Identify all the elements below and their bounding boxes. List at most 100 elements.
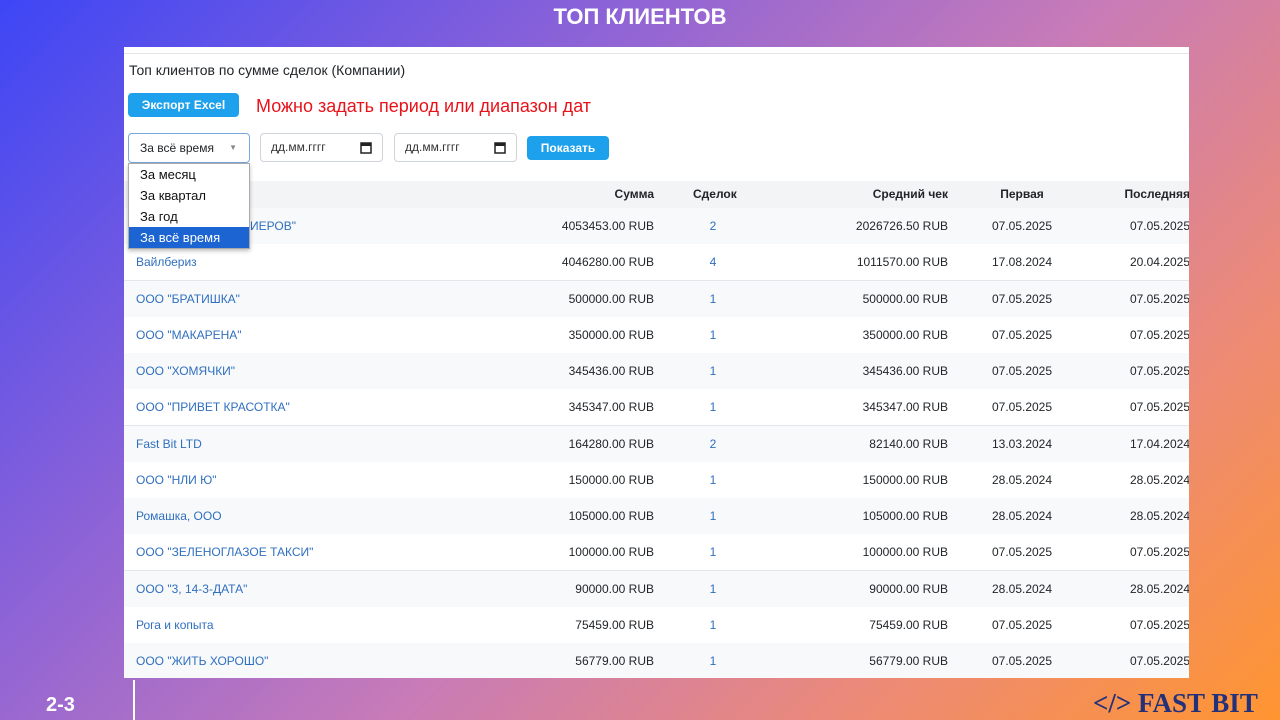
client-link[interactable]: ООО "ПРИВЕТ КРАСОТКА" bbox=[136, 400, 290, 415]
client-link[interactable]: ООО "ЖИТЬ ХОРОШО" bbox=[136, 654, 269, 668]
deals-link[interactable]: 1 bbox=[709, 509, 717, 523]
table-cell: 4046280.00 RUB bbox=[561, 255, 654, 270]
deals-link[interactable]: 4 bbox=[709, 255, 717, 270]
period-select[interactable]: За всё время ▼ bbox=[128, 133, 250, 163]
table-cell: 75459.00 RUB bbox=[869, 617, 948, 632]
table-cell: 500000.00 RUB bbox=[568, 291, 654, 306]
table-row: ООО "НЛИ Ю" 150000.00 RUB 1 150000.00 RUB 28… bbox=[124, 461, 1189, 499]
select-value: За всё время bbox=[140, 141, 214, 155]
table-cell: 07.05.2025 bbox=[1129, 617, 1189, 632]
client-link[interactable]: Fast Bit LTD bbox=[136, 436, 202, 451]
table-cell: 07.05.2025 bbox=[1129, 291, 1189, 306]
date-from-input[interactable]: дд.мм.гггг bbox=[260, 133, 383, 162]
table-cell: 345436.00 RUB bbox=[568, 364, 654, 378]
table-header: Сумма Сделок Средний чек Первая Последняя bbox=[124, 181, 1189, 209]
table-cell: 28.05.2024 bbox=[1129, 509, 1189, 523]
table-cell: 75459.00 RUB bbox=[575, 617, 654, 632]
table-cell: 28.05.2024 bbox=[991, 472, 1053, 487]
client-link[interactable]: ООО "МАКАРЕНА" bbox=[136, 327, 242, 342]
table-cell: 07.05.2025 bbox=[991, 617, 1053, 632]
table-cell: 150000.00 RUB bbox=[862, 472, 948, 487]
deals-link[interactable]: 1 bbox=[709, 400, 717, 415]
table-row: ООО "ПРИВЕТ КРАСОТКА" 345347.00 RUB 1 34534… bbox=[124, 389, 1189, 427]
deals-link[interactable]: 1 bbox=[709, 327, 717, 342]
table-cell: 90000.00 RUB bbox=[869, 581, 948, 596]
table-cell: 105000.00 RUB bbox=[568, 509, 654, 523]
table-cell: 07.05.2025 bbox=[1129, 364, 1189, 378]
client-link[interactable]: ИЕРОВ" bbox=[250, 219, 296, 233]
table-row: ООО "ЖИТЬ ХОРОШО" 56779.00 RUB 1 56779.00 R… bbox=[124, 643, 1189, 678]
client-link[interactable]: ООО "ХОМЯЧКИ" bbox=[136, 364, 236, 378]
client-link[interactable]: ООО "3, 14-3-ДАТА" bbox=[136, 581, 248, 596]
table-cell: 28.05.2024 bbox=[991, 581, 1053, 596]
table-row: Fast Bit LTD 164280.00 RUB 2 82140.00 RUB 13… bbox=[124, 425, 1189, 463]
select-caret: ▼ bbox=[229, 143, 237, 152]
table-cell: 56779.00 RUB bbox=[869, 654, 948, 668]
table-cell: 28.05.2024 bbox=[991, 509, 1053, 523]
page-number: 2-3 bbox=[46, 694, 75, 716]
deals-link[interactable]: 1 bbox=[709, 545, 717, 560]
deals-link[interactable]: 1 bbox=[709, 364, 717, 378]
table-cell: 164280.00 RUB bbox=[568, 436, 654, 451]
table-cell: 90000.00 RUB bbox=[575, 581, 654, 596]
deals-link[interactable]: 2 bbox=[709, 219, 717, 233]
table-cell: 500000.00 RUB bbox=[862, 291, 948, 306]
table-cell: 350000.00 RUB bbox=[568, 327, 654, 342]
deals-link[interactable]: 1 bbox=[709, 291, 717, 306]
deals-link[interactable]: 1 bbox=[709, 472, 717, 487]
client-link[interactable]: ООО "БРАТИШКА" bbox=[136, 291, 240, 306]
calendar-icon bbox=[360, 142, 372, 154]
client-link[interactable]: Вайлбериз bbox=[136, 255, 197, 270]
show-button[interactable]: Показать bbox=[527, 136, 609, 160]
calendar-icon bbox=[494, 142, 506, 154]
dropdown-option[interactable]: За месяц bbox=[140, 167, 196, 182]
table-cell: 07.05.2025 bbox=[1129, 219, 1189, 233]
client-link[interactable]: ООО "ЗЕЛЕНОГЛАЗОЕ ТАКСИ" bbox=[136, 545, 314, 560]
date-placeholder: дд.мм.гггг bbox=[271, 140, 326, 154]
table-row: ООО "БРАТИШКА" 500000.00 RUB 1 500000.00 RU… bbox=[124, 280, 1189, 318]
table-row: Ромашка, ООО 105000.00 RUB 1 105000.00 RUB 2… bbox=[124, 498, 1189, 535]
footer-divider bbox=[133, 680, 135, 720]
brand-logo: </> FAST BIT bbox=[1093, 688, 1258, 718]
table-cell: 4053453.00 RUB bbox=[561, 219, 654, 233]
period-dropdown: За месяц За квартал За год За всё время bbox=[128, 163, 250, 249]
date-to-input[interactable]: дд.мм.гггг bbox=[394, 133, 517, 162]
table-cell: 1011570.00 RUB bbox=[856, 255, 948, 270]
table-cell: 100000.00 RUB bbox=[862, 545, 948, 560]
table-row: ООО "МАКАРЕНА" 350000.00 RUB 1 350000.00 RU… bbox=[124, 316, 1189, 354]
date-placeholder: дд.мм.гггг bbox=[405, 140, 460, 154]
table-cell: 07.05.2025 bbox=[991, 291, 1053, 306]
report-panel: Топ клиентов по сумме сделок (Компании) … bbox=[124, 47, 1189, 678]
column-header: Сделок bbox=[693, 187, 737, 201]
top-border bbox=[124, 47, 1189, 54]
table-cell: 17.08.2024 bbox=[991, 255, 1053, 270]
client-link[interactable]: Ромашка, ООО bbox=[136, 509, 222, 523]
table-cell: 345347.00 RUB bbox=[862, 400, 948, 415]
dropdown-option[interactable]: За квартал bbox=[140, 188, 206, 203]
table-cell: 17.04.2024 bbox=[1129, 436, 1189, 451]
table-row: ООО "ЗЕЛЕНОГЛАЗОЕ ТАКСИ" 100000.00 RUB 1 10… bbox=[124, 534, 1189, 572]
client-link[interactable]: ООО "НЛИ Ю" bbox=[136, 472, 217, 487]
table-cell: 82140.00 RUB bbox=[869, 436, 948, 451]
table-row: ИЕРОВ" 4053453.00 RUB 2 2026726.50 RUB 07.05… bbox=[124, 208, 1189, 245]
table-cell: 07.05.2025 bbox=[991, 219, 1053, 233]
table-cell: 07.05.2025 bbox=[991, 545, 1053, 560]
column-header: Последняя bbox=[1124, 187, 1189, 201]
deals-link[interactable]: 1 bbox=[709, 617, 717, 632]
table-cell: 07.05.2025 bbox=[1129, 327, 1189, 342]
export-button[interactable]: Экспорт Excel bbox=[128, 93, 239, 117]
deals-link[interactable]: 1 bbox=[709, 654, 717, 668]
deals-link[interactable]: 1 bbox=[709, 581, 717, 596]
slide-title: ТОП КЛИЕНТОВ bbox=[553, 4, 727, 29]
report-heading: Топ клиентов по сумме сделок (Компании) bbox=[129, 62, 406, 78]
deals-link[interactable]: 2 bbox=[709, 436, 717, 451]
column-header: Средний чек bbox=[872, 187, 948, 201]
hint-text: Можно задать период или диапазон дат bbox=[256, 96, 592, 116]
dropdown-option[interactable]: За всё время bbox=[129, 227, 249, 248]
clients-table: Сумма Сделок Средний чек Первая Последняя ИЕР… bbox=[124, 181, 1189, 678]
dropdown-option[interactable]: За год bbox=[140, 209, 178, 224]
table-cell: 07.05.2025 bbox=[1129, 400, 1189, 415]
table-row: ООО "3, 14-3-ДАТА" 90000.00 RUB 1 90000.00 … bbox=[124, 570, 1189, 608]
table-cell: 20.04.2025 bbox=[1129, 255, 1189, 270]
client-link[interactable]: Рога и копыта bbox=[136, 617, 214, 632]
